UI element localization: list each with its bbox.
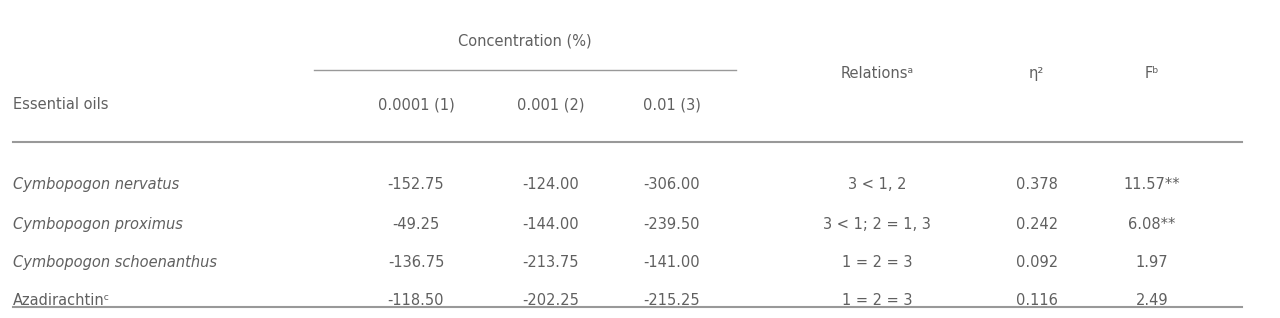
Text: 1 = 2 = 3: 1 = 2 = 3 [841,293,913,308]
Text: Cymbopogon nervatus: Cymbopogon nervatus [13,177,179,192]
Text: -152.75: -152.75 [388,177,444,192]
Text: Azadirachtinᶜ: Azadirachtinᶜ [13,293,110,308]
Text: Fᵇ: Fᵇ [1144,66,1160,81]
Text: 1 = 2 = 3: 1 = 2 = 3 [841,255,913,270]
Text: 0.01 (3): 0.01 (3) [643,97,701,113]
Text: 0.116: 0.116 [1016,293,1057,308]
Text: 0.378: 0.378 [1016,177,1057,192]
Text: -118.50: -118.50 [388,293,444,308]
Text: Essential oils: Essential oils [13,97,109,113]
Text: 0.092: 0.092 [1016,255,1057,270]
Text: -202.25: -202.25 [522,293,579,308]
Text: -213.75: -213.75 [522,255,579,270]
Text: -136.75: -136.75 [388,255,444,270]
Text: 6.08**: 6.08** [1128,217,1176,232]
Text: 1.97: 1.97 [1135,255,1169,270]
Text: -49.25: -49.25 [393,217,439,232]
Text: 0.242: 0.242 [1016,217,1057,232]
Text: -239.50: -239.50 [644,217,700,232]
Text: -215.25: -215.25 [644,293,700,308]
Text: Relationsᵃ: Relationsᵃ [840,66,914,81]
Text: 3 < 1; 2 = 1, 3: 3 < 1; 2 = 1, 3 [823,217,931,232]
Text: -124.00: -124.00 [522,177,579,192]
Text: 2.49: 2.49 [1135,293,1169,308]
Text: Cymbopogon proximus: Cymbopogon proximus [13,217,183,232]
Text: 0.001 (2): 0.001 (2) [517,97,584,113]
Text: 3 < 1, 2: 3 < 1, 2 [847,177,906,192]
Text: Concentration (%): Concentration (%) [458,34,591,49]
Text: 0.0001 (1): 0.0001 (1) [378,97,454,113]
Text: -306.00: -306.00 [644,177,700,192]
Text: η²: η² [1029,66,1044,81]
Text: Cymbopogon schoenanthus: Cymbopogon schoenanthus [13,255,216,270]
Text: -141.00: -141.00 [644,255,700,270]
Text: -144.00: -144.00 [522,217,579,232]
Text: 11.57**: 11.57** [1124,177,1180,192]
